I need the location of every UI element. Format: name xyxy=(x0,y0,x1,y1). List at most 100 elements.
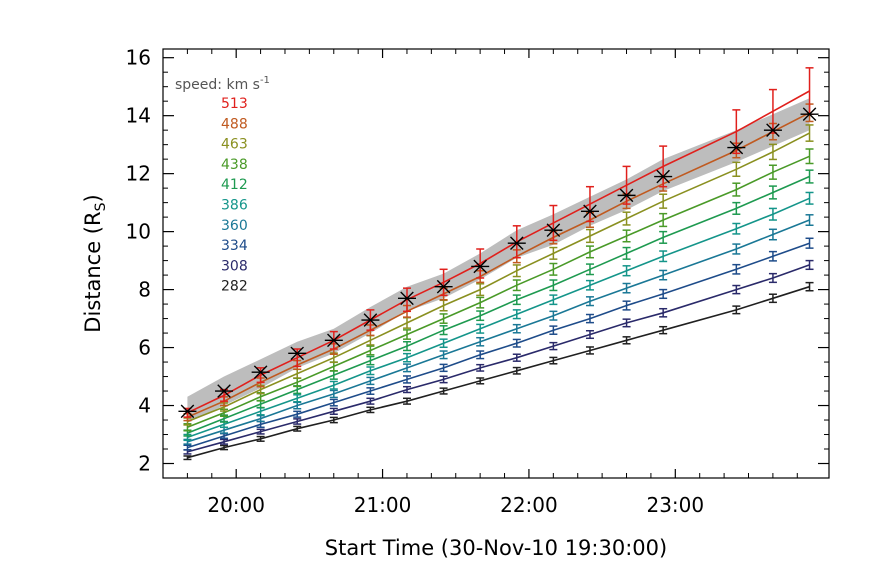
legend-entry-412: 412 xyxy=(221,177,248,193)
error-bar-360 xyxy=(512,323,521,334)
observed-point-stroke xyxy=(180,404,195,419)
error-bar-513 xyxy=(549,204,558,242)
y-tick-label: 10 xyxy=(126,220,151,244)
error-bar-282 xyxy=(768,293,777,304)
error-bar-412 xyxy=(585,263,594,276)
legend-entry-513: 513 xyxy=(221,96,248,112)
error-bar-386 xyxy=(732,222,741,235)
error-bar-412 xyxy=(732,201,741,215)
error-bar-463 xyxy=(512,264,521,278)
error-bar-513 xyxy=(476,248,485,279)
error-bar-334 xyxy=(585,313,594,324)
observed-point-stroke xyxy=(509,236,524,251)
error-bar-334 xyxy=(329,398,338,407)
error-bar-438 xyxy=(329,361,338,372)
error-bar-463 xyxy=(403,316,412,329)
legend-title-superscript: -1 xyxy=(260,75,270,86)
series-386 xyxy=(183,191,814,442)
error-bar-334 xyxy=(805,237,814,249)
error-bar-386 xyxy=(366,366,375,376)
error-bar-360 xyxy=(805,214,814,226)
series-line-334 xyxy=(187,242,810,449)
series-line-438 xyxy=(187,155,810,429)
observed-point-stroke xyxy=(363,313,378,327)
error-bar-308 xyxy=(329,407,338,415)
observed-point xyxy=(324,333,343,348)
error-bar-282 xyxy=(439,387,448,395)
error-bar-412 xyxy=(512,294,521,306)
error-bar-513 xyxy=(403,287,412,313)
error-bar-282 xyxy=(256,435,265,442)
observed-point xyxy=(434,279,453,294)
series-308 xyxy=(183,259,814,455)
error-bar-463 xyxy=(659,193,668,209)
error-bar-360 xyxy=(622,282,631,294)
error-bar-386 xyxy=(512,309,521,320)
x-axis-label: Start Time (30-Nov-10 19:30:00) xyxy=(325,536,667,560)
error-bar-334 xyxy=(439,363,448,373)
error-bar-463 xyxy=(549,246,558,260)
error-bar-282 xyxy=(329,416,338,424)
y-tick-label: 12 xyxy=(126,162,151,186)
legend-entry-308: 308 xyxy=(221,258,248,274)
error-bar-360 xyxy=(732,243,741,255)
error-bar-360 xyxy=(549,310,558,321)
observed-uncertainty-band xyxy=(187,98,810,423)
error-bar-513 xyxy=(659,145,668,188)
error-bar-308 xyxy=(220,438,229,445)
legend: speed: km s-1 513 488 463 438 412 386 360 334 30… xyxy=(175,75,270,295)
y-tick-label: 2 xyxy=(138,452,151,476)
observed-point xyxy=(763,123,782,137)
error-bar-360 xyxy=(329,389,338,399)
error-bar-412 xyxy=(439,325,448,336)
error-bar-463 xyxy=(366,334,375,346)
error-bar-334 xyxy=(183,444,192,451)
error-bar-282 xyxy=(549,356,558,365)
error-bar-282 xyxy=(732,305,741,315)
error-bar-386 xyxy=(768,207,777,221)
y-tick-label: 16 xyxy=(126,46,151,70)
error-bar-463 xyxy=(476,283,485,297)
error-bar-360 xyxy=(659,269,668,281)
error-bar-412 xyxy=(549,279,558,292)
series-513 xyxy=(183,67,814,418)
error-bar-438 xyxy=(585,245,594,259)
error-bar-463 xyxy=(622,211,631,226)
observed-point-stroke xyxy=(473,259,487,274)
legend-entry-360: 360 xyxy=(221,218,248,234)
observed-point xyxy=(288,346,307,361)
error-bar-386 xyxy=(549,294,558,306)
legend-title-text: speed: km s xyxy=(175,77,260,93)
error-bar-308 xyxy=(366,397,375,405)
observed-point-stroke xyxy=(546,223,561,237)
observed-point-stroke xyxy=(217,384,231,398)
observed-point xyxy=(471,259,490,274)
error-bar-308 xyxy=(622,318,631,328)
error-bar-308 xyxy=(659,307,668,318)
error-bar-386 xyxy=(622,265,631,277)
error-bar-282 xyxy=(366,406,375,414)
observed-point xyxy=(800,107,819,122)
observed-point xyxy=(361,313,380,327)
error-bar-308 xyxy=(293,418,302,425)
error-bar-438 xyxy=(659,212,668,228)
error-bar-360 xyxy=(293,401,302,410)
error-bar-360 xyxy=(256,414,265,423)
series-412 xyxy=(183,169,814,437)
error-bar-308 xyxy=(805,259,814,271)
legend-title: speed: km s-1 xyxy=(175,75,270,93)
error-bar-360 xyxy=(366,376,375,386)
observed-point xyxy=(507,236,526,251)
observed-point-stroke xyxy=(802,107,817,122)
error-bar-282 xyxy=(622,336,631,345)
observed-point xyxy=(654,169,673,184)
error-bar-282 xyxy=(220,444,229,451)
y-tick-label: 8 xyxy=(138,278,151,302)
error-bar-308 xyxy=(512,353,521,362)
error-bar-513 xyxy=(512,225,521,259)
error-bar-386 xyxy=(256,407,265,416)
x-tick-label: 20:00 xyxy=(207,493,265,517)
error-bar-438 xyxy=(403,329,412,340)
observed-point-stroke xyxy=(290,346,305,361)
